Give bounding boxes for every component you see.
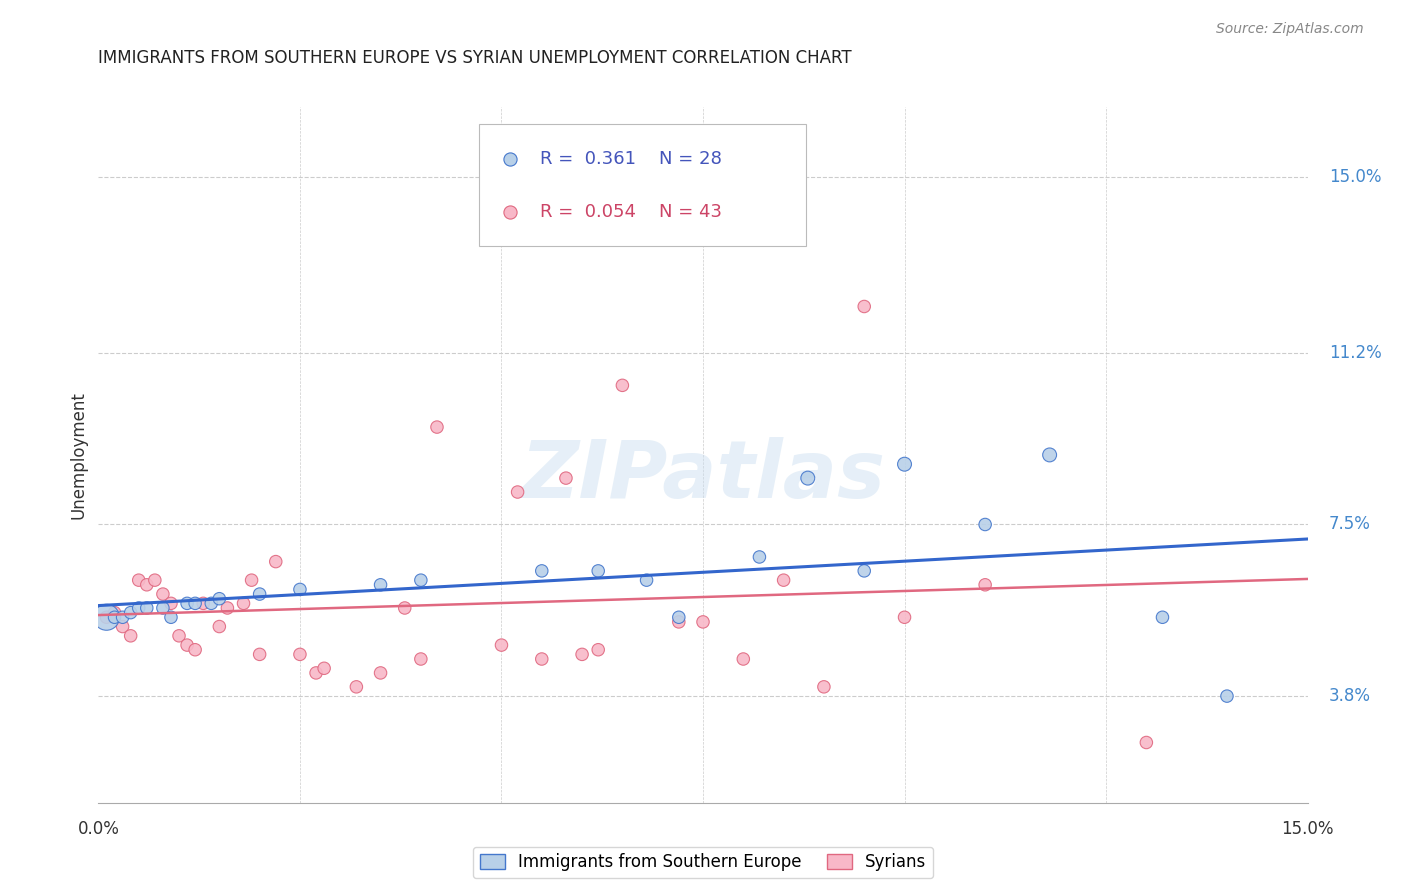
Point <box>344 680 367 694</box>
Point <box>152 601 174 615</box>
Text: 11.2%: 11.2% <box>1329 344 1382 362</box>
Point <box>748 549 770 564</box>
Point <box>491 638 513 652</box>
Point <box>530 652 553 666</box>
Point <box>586 564 609 578</box>
Point <box>733 652 755 666</box>
Point <box>160 610 183 624</box>
Text: 0.0%: 0.0% <box>77 820 120 838</box>
Point <box>103 606 125 620</box>
Point <box>813 680 835 694</box>
Point <box>394 601 416 615</box>
Point <box>152 587 174 601</box>
Point <box>160 596 183 610</box>
Point <box>264 555 287 569</box>
Point <box>797 471 820 485</box>
Point <box>184 596 207 610</box>
Point <box>974 578 997 592</box>
Legend: Immigrants from Southern Europe, Syrians: Immigrants from Southern Europe, Syrians <box>474 847 932 878</box>
Point <box>128 601 150 615</box>
Point <box>176 596 198 610</box>
Text: 7.5%: 7.5% <box>1329 516 1371 533</box>
Point <box>692 615 714 629</box>
Text: 15.0%: 15.0% <box>1281 820 1334 838</box>
Point <box>176 638 198 652</box>
Point <box>668 615 690 629</box>
Point <box>1039 448 1062 462</box>
Point <box>772 573 794 587</box>
Text: ZIPatlas: ZIPatlas <box>520 437 886 515</box>
Point <box>314 661 336 675</box>
Point <box>128 573 150 587</box>
Point <box>555 471 578 485</box>
Point <box>143 573 166 587</box>
Point <box>249 648 271 662</box>
Point <box>288 648 311 662</box>
Point <box>120 629 142 643</box>
Text: R =  0.054    N = 43: R = 0.054 N = 43 <box>540 203 721 221</box>
Point <box>409 573 432 587</box>
Point <box>893 457 915 471</box>
Point <box>208 619 231 633</box>
Text: Source: ZipAtlas.com: Source: ZipAtlas.com <box>1216 22 1364 37</box>
Point <box>370 665 392 680</box>
Point <box>668 610 690 624</box>
Point <box>853 564 876 578</box>
Point <box>208 591 231 606</box>
Point <box>636 573 658 587</box>
Point <box>612 378 634 392</box>
Point <box>96 610 118 624</box>
Point <box>974 517 997 532</box>
Point <box>111 619 134 633</box>
Point <box>217 601 239 615</box>
Point <box>305 665 328 680</box>
Point <box>571 648 593 662</box>
Text: 15.0%: 15.0% <box>1329 168 1381 186</box>
Point <box>370 578 392 592</box>
Point <box>530 564 553 578</box>
Point <box>135 601 157 615</box>
Point <box>853 300 876 314</box>
Point <box>111 610 134 624</box>
Point <box>288 582 311 597</box>
Point <box>96 610 118 624</box>
Point <box>135 578 157 592</box>
Point <box>1135 735 1157 749</box>
Point <box>586 642 609 657</box>
Point <box>249 587 271 601</box>
Point <box>232 596 254 610</box>
FancyBboxPatch shape <box>479 124 806 246</box>
Point <box>409 652 432 666</box>
Point <box>200 596 222 610</box>
Y-axis label: Unemployment: Unemployment <box>69 391 87 519</box>
Text: IMMIGRANTS FROM SOUTHERN EUROPE VS SYRIAN UNEMPLOYMENT CORRELATION CHART: IMMIGRANTS FROM SOUTHERN EUROPE VS SYRIA… <box>98 49 852 67</box>
Point <box>426 420 449 434</box>
Point <box>893 610 915 624</box>
Point <box>1152 610 1174 624</box>
Point <box>193 596 215 610</box>
Point <box>120 606 142 620</box>
Point <box>167 629 190 643</box>
Text: R =  0.361    N = 28: R = 0.361 N = 28 <box>540 150 721 168</box>
Point <box>184 642 207 657</box>
Point <box>1216 689 1239 703</box>
Point <box>506 485 529 500</box>
Point <box>240 573 263 587</box>
Point <box>103 610 125 624</box>
Text: 3.8%: 3.8% <box>1329 687 1371 705</box>
